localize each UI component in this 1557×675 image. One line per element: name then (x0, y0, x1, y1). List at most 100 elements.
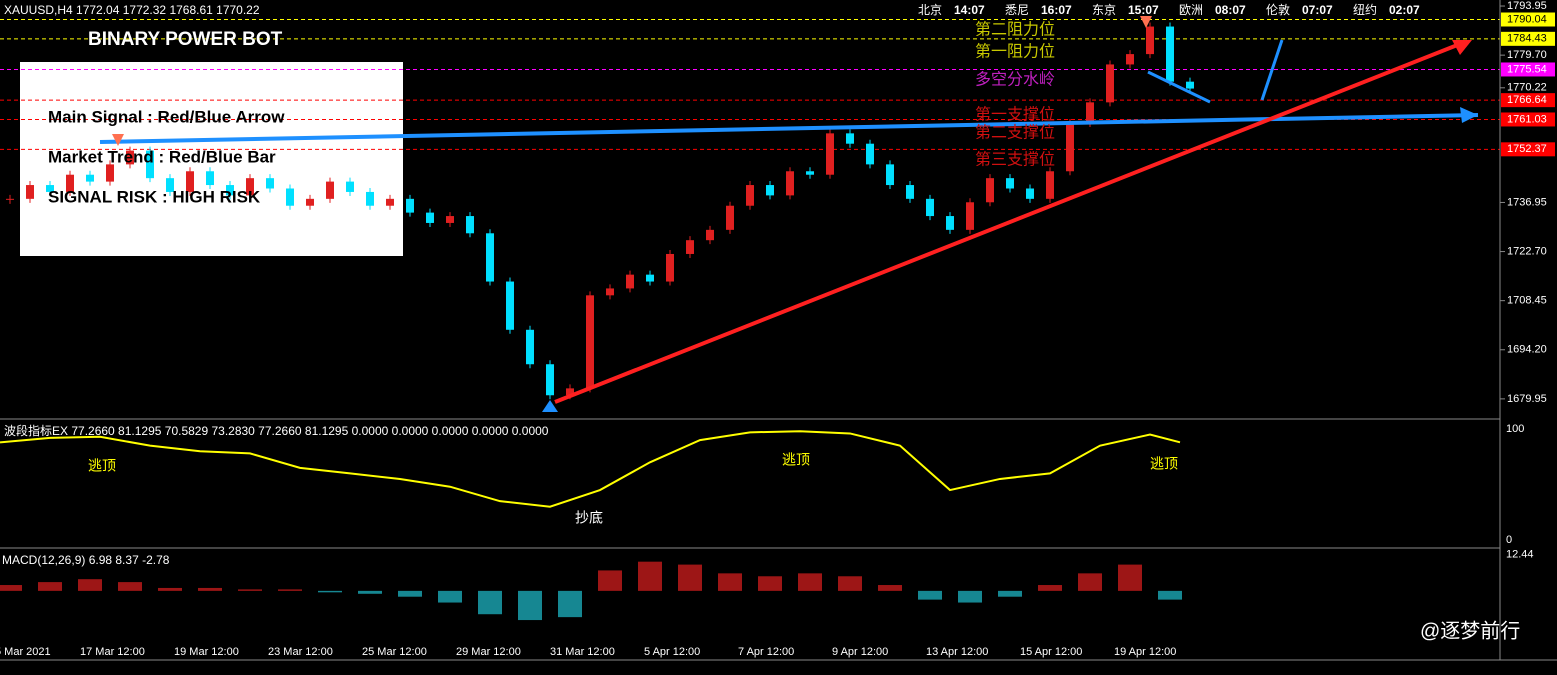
y-tick-label: 1736.95 (1507, 196, 1547, 208)
candle (406, 198, 414, 213)
macd-bar (878, 585, 902, 591)
candle (1166, 26, 1174, 82)
clock-time: 15:07 (1128, 3, 1159, 17)
watermark: @逐梦前行 (1420, 619, 1520, 642)
overlay-line: Market Trend : Red/Blue Bar (48, 147, 276, 166)
macd-bar (998, 590, 1022, 597)
sell-arrow (1140, 16, 1152, 28)
candle (706, 229, 714, 241)
y-tick-label: 1761.03 (1507, 113, 1547, 125)
candle (726, 205, 734, 230)
level-label: 第一阻力位 (975, 42, 1055, 61)
candle (886, 164, 894, 186)
y-tick-label: 0 (1506, 534, 1512, 546)
candle (1026, 188, 1034, 199)
clock-city: 欧洲 (1179, 3, 1203, 17)
candle (506, 281, 514, 330)
y-tick-label: 1793.95 (1507, 0, 1547, 12)
level-tag (1501, 62, 1555, 77)
candle (66, 174, 74, 192)
candle (26, 185, 34, 199)
y-tick-label: 1784.43 (1507, 33, 1547, 45)
x-tick-label: 13 Apr 12:00 (926, 646, 988, 658)
buy-arrow (542, 400, 558, 412)
candle (666, 253, 674, 282)
annotation: 逃顶 (782, 452, 810, 468)
macd-bar (518, 590, 542, 621)
y-tick-label: 12.44 (1506, 548, 1534, 560)
candle (1006, 178, 1014, 189)
level-tag (1501, 93, 1555, 108)
forecast-arrow (1260, 39, 1284, 101)
macd-bar (38, 582, 62, 591)
candle (146, 150, 154, 179)
x-tick-label: 23 Mar 12:00 (268, 646, 333, 658)
candle (1066, 123, 1074, 172)
x-tick-label: 17 Mar 12:00 (80, 646, 145, 658)
macd-bar (1078, 573, 1102, 591)
candle (866, 143, 874, 165)
candle (926, 198, 934, 217)
overlay-box (20, 62, 403, 256)
macd-bar (1038, 585, 1062, 591)
candle (626, 274, 634, 289)
overlay-line: SIGNAL RISK : HIGH RISK (48, 187, 261, 206)
candle (646, 274, 654, 282)
macd-bar (758, 576, 782, 591)
macd-bar (278, 589, 302, 591)
candle (686, 240, 694, 254)
macd-bar (558, 590, 582, 618)
candle (546, 364, 554, 396)
candle (1046, 171, 1054, 199)
candle (466, 216, 474, 234)
candle (446, 216, 454, 223)
arrow-head (1452, 40, 1472, 55)
x-tick-label: 9 Apr 12:00 (832, 646, 888, 658)
candle (946, 216, 954, 230)
level-tag (1501, 12, 1555, 27)
candle (586, 295, 594, 389)
candle (566, 388, 574, 396)
macd-bar (798, 573, 822, 591)
macd-bar (718, 573, 742, 591)
arrow-head (1460, 107, 1478, 123)
macd-bar (118, 582, 142, 591)
candle (326, 181, 334, 199)
sell-arrow (112, 134, 124, 146)
y-tick-label: 1779.70 (1507, 49, 1547, 61)
candle (846, 133, 854, 144)
candle (186, 171, 194, 192)
candle (966, 202, 974, 230)
macd-bar (398, 590, 422, 597)
macd-bar (918, 590, 942, 600)
macd-label: MACD(12,26,9) 6.98 8.37 -2.78 (2, 553, 170, 567)
macd-bar (478, 590, 502, 615)
candle (746, 185, 754, 206)
symbol-header: XAUUSD,H4 1772.04 1772.32 1768.61 1770.2… (4, 3, 260, 17)
y-tick-label: 1766.64 (1507, 94, 1547, 106)
clock-city: 纽约 (1353, 2, 1377, 17)
candle (426, 212, 434, 223)
trend-line (554, 40, 1466, 404)
x-tick-label: 25 Mar 12:00 (362, 646, 427, 658)
clock-time: 07:07 (1302, 3, 1333, 17)
candle (526, 329, 534, 365)
overlay-line: Main Signal : Red/Blue Arrow (48, 107, 285, 126)
candle (1186, 81, 1194, 89)
y-tick-label: 1752.37 (1507, 143, 1547, 155)
macd-bar (438, 590, 462, 603)
y-tick-label: 1775.54 (1507, 63, 1547, 75)
macd-bar (678, 564, 702, 591)
candle (1146, 26, 1154, 55)
level-tag (1501, 112, 1555, 127)
macd-bar (78, 579, 102, 591)
candle (386, 198, 394, 206)
candle (606, 288, 614, 296)
candle (1126, 54, 1134, 65)
macd-bar (958, 590, 982, 603)
overlay-title: BINARY POWER BOT (88, 29, 283, 50)
candle (126, 150, 134, 165)
candle (266, 178, 274, 189)
clock-city: 北京 (918, 3, 942, 17)
